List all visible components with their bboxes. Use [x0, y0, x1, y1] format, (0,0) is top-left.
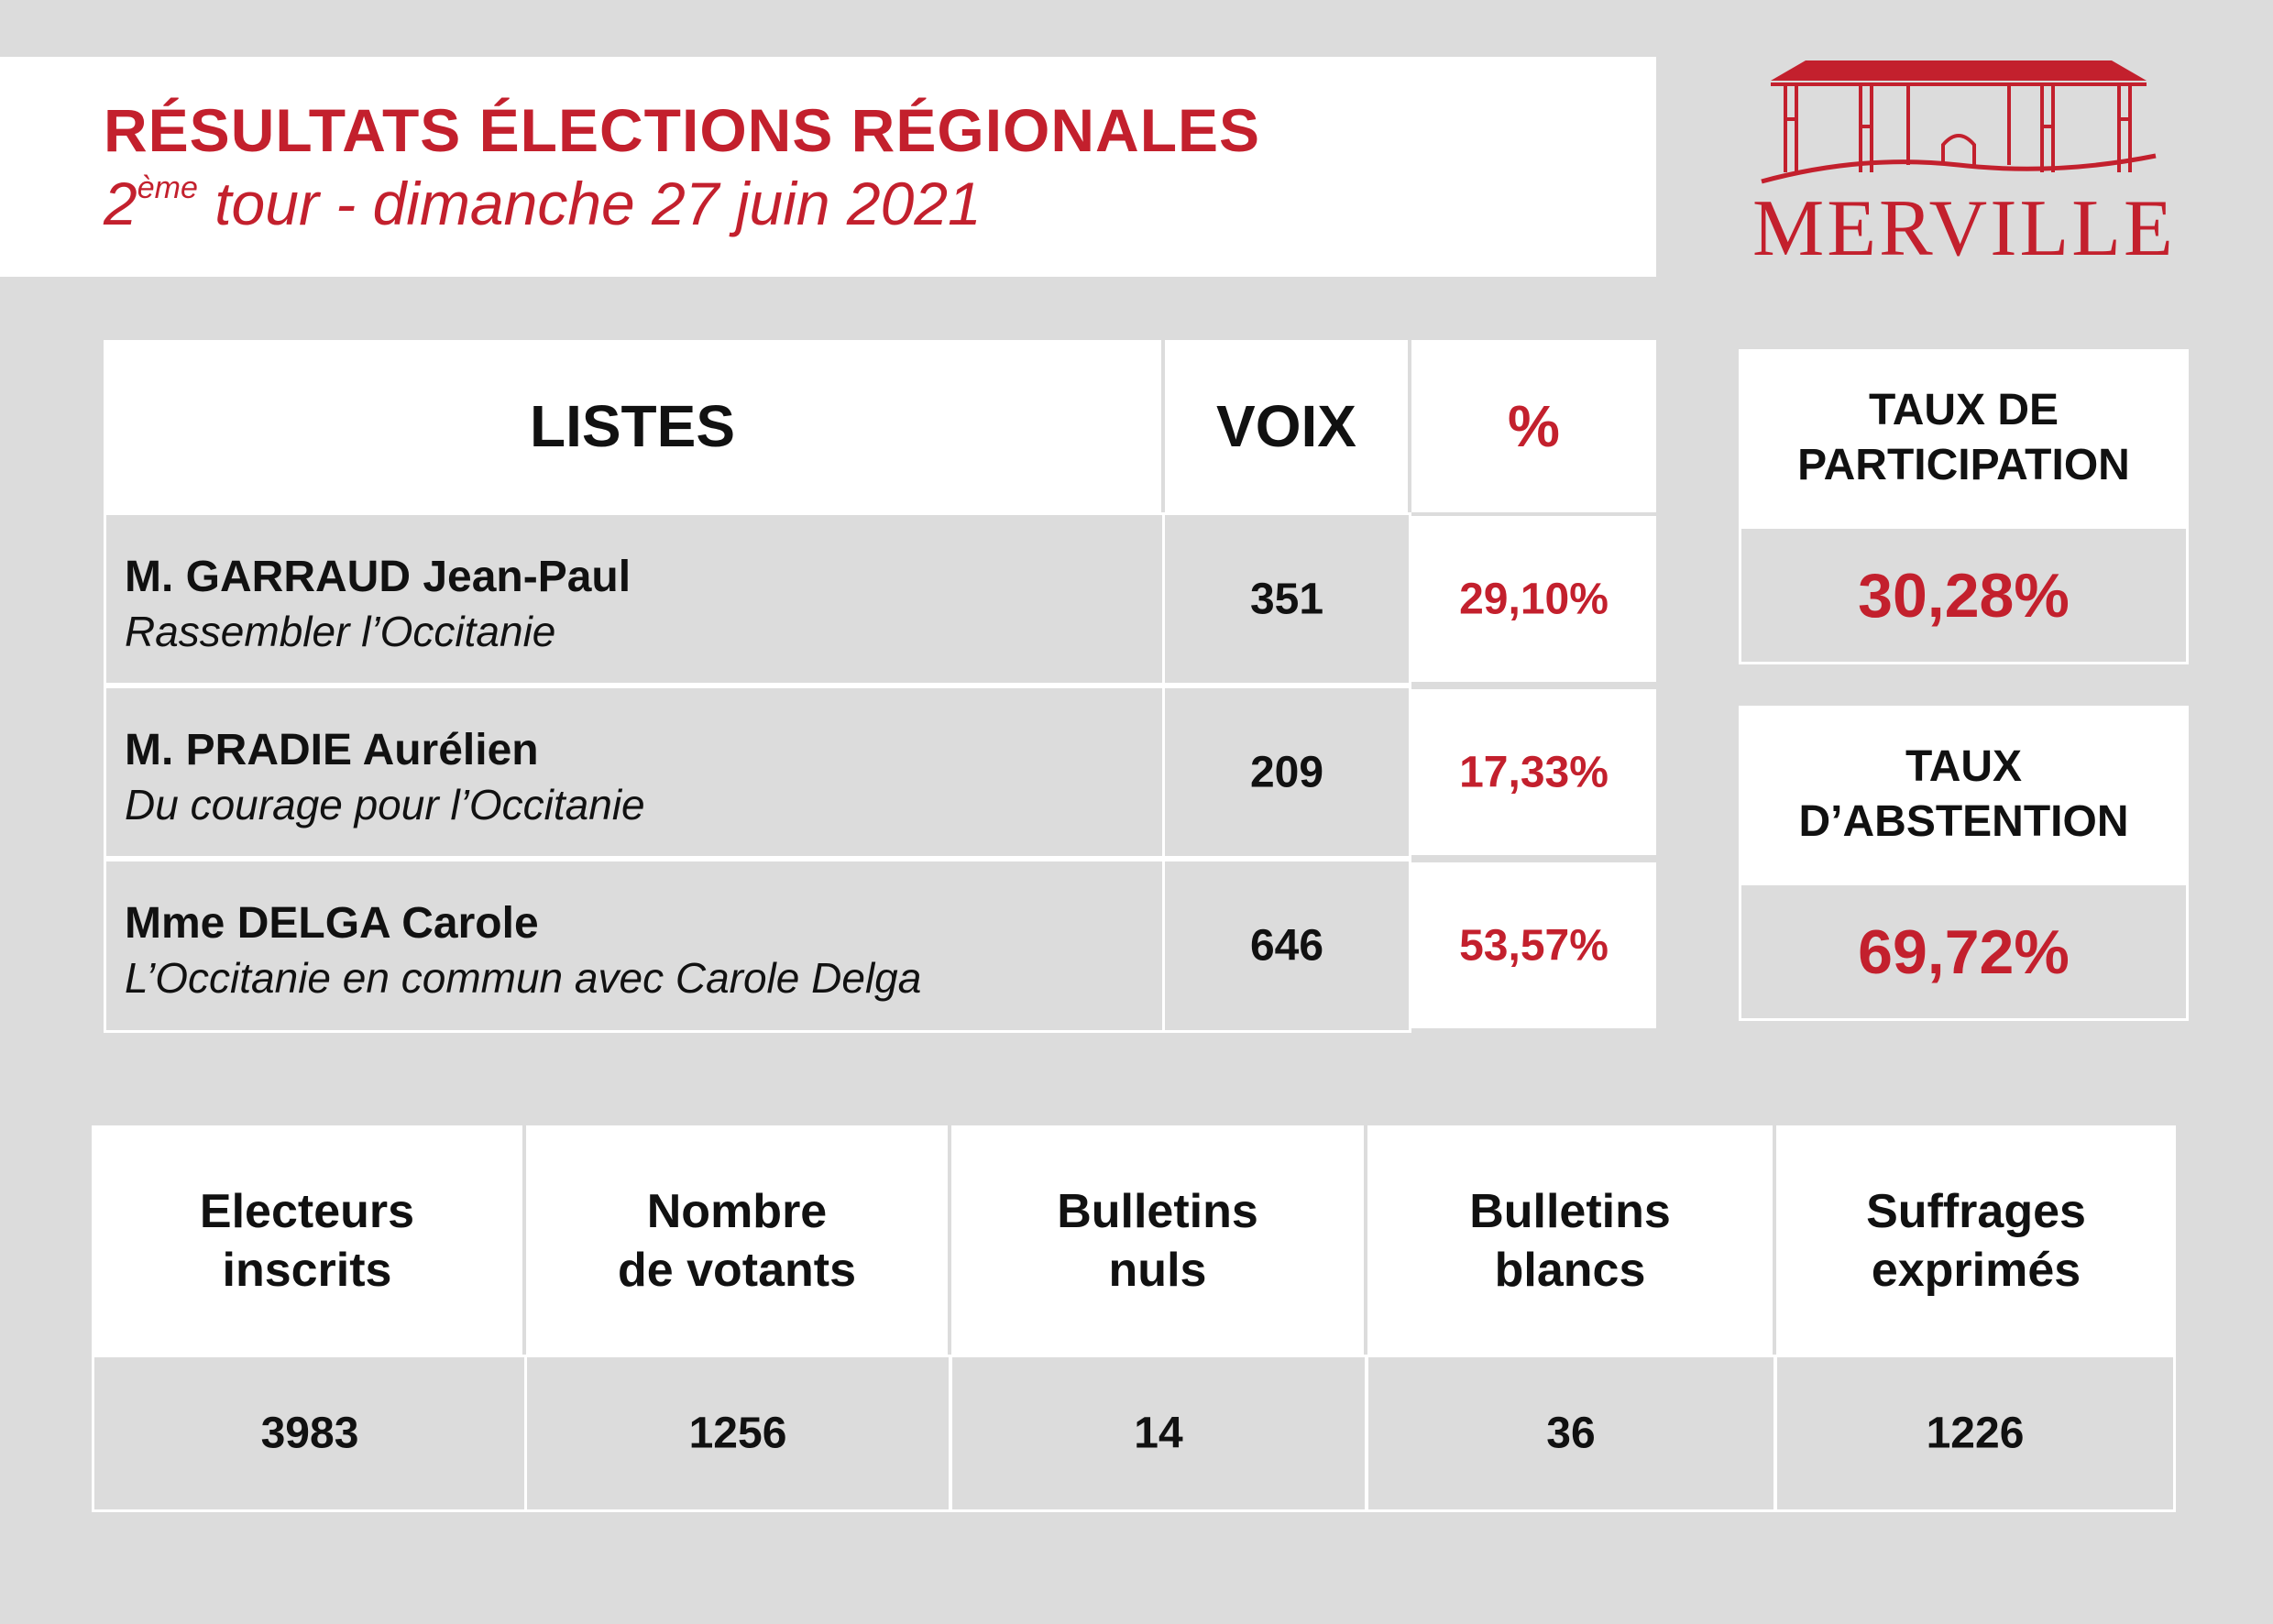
- list-name: Rassembler l’Occitanie: [125, 608, 556, 655]
- candidate-name: M. GARRAUD Jean-Paul: [125, 553, 631, 601]
- round-number: 2: [104, 170, 137, 237]
- table-row-percent: 29,10%: [1411, 516, 1656, 682]
- table-row-percent: 17,33%: [1411, 689, 1656, 855]
- header-votes: VOIX: [1165, 340, 1408, 512]
- table-row-votes: 646: [1162, 859, 1411, 1033]
- stat-value-votants: 1256: [524, 1355, 951, 1512]
- header-banner: RÉSULTATS ÉLECTIONS RÉGIONALES 2ème tour…: [0, 57, 1656, 277]
- round-date: tour - dimanche 27 juin 2021: [197, 170, 982, 237]
- abstention-label: TAUX D’ABSTENTION: [1739, 706, 2189, 883]
- abstention-value: 69,72%: [1739, 883, 2189, 1021]
- candidate-name: Mme DELGA Carole: [125, 899, 539, 948]
- stat-label-votants: Nombre de votants: [526, 1125, 948, 1356]
- page-title: RÉSULTATS ÉLECTIONS RÉGIONALES: [104, 96, 1261, 164]
- header-lists: LISTES: [104, 340, 1161, 512]
- stat-value-inscrits: 3983: [92, 1355, 528, 1512]
- list-name: L’Occitanie en commun avec Carole Delga: [125, 954, 922, 1002]
- stat-label-exprimes: Suffrages exprimés: [1776, 1125, 2176, 1356]
- stat-value-exprimes: 1226: [1774, 1355, 2176, 1512]
- table-row-votes: 351: [1162, 512, 1411, 686]
- town-hall-icon: [1761, 60, 2157, 184]
- logo-text: MERVILLE: [1752, 184, 2176, 273]
- participation-value: 30,28%: [1739, 526, 2189, 664]
- stat-label-blancs: Bulletins blancs: [1367, 1125, 1773, 1356]
- table-row-candidate: Mme DELGA Carole L’Occitanie en commun a…: [104, 859, 1165, 1033]
- header-percent: %: [1411, 340, 1656, 512]
- table-row-candidate: M. PRADIE Aurélien Du courage pour l’Occ…: [104, 686, 1165, 859]
- round-suffix: ème: [137, 170, 198, 205]
- participation-label: TAUX DE PARTICIPATION: [1739, 349, 2189, 526]
- stat-label-inscrits: Electeurs inscrits: [92, 1125, 522, 1356]
- page-subtitle: 2ème tour - dimanche 27 juin 2021: [104, 169, 982, 238]
- candidate-name: M. PRADIE Aurélien: [125, 726, 539, 774]
- table-row-votes: 209: [1162, 686, 1411, 859]
- stat-label-nuls: Bulletins nuls: [951, 1125, 1364, 1356]
- table-row-percent: 53,57%: [1411, 862, 1656, 1028]
- stat-value-nuls: 14: [950, 1355, 1367, 1512]
- merville-logo: MERVILLE: [1752, 55, 2176, 273]
- list-name: Du courage pour l’Occitanie: [125, 781, 645, 828]
- table-row-candidate: M. GARRAUD Jean-Paul Rassembler l’Occita…: [104, 512, 1165, 686]
- stat-value-blancs: 36: [1366, 1355, 1776, 1512]
